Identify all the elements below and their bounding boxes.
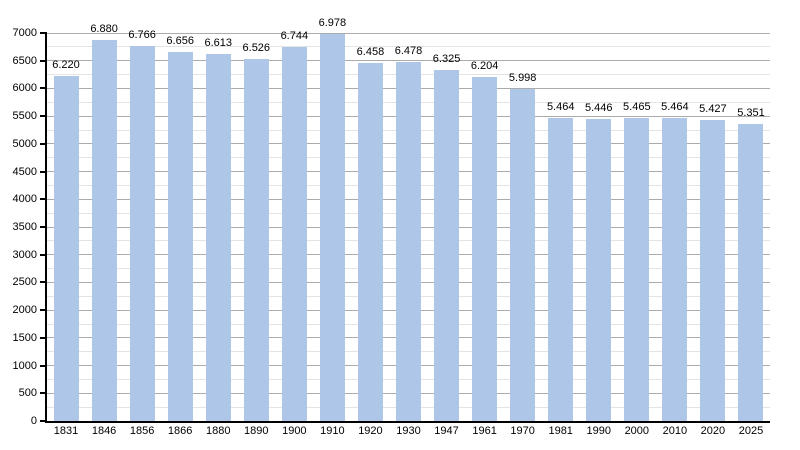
y-axis-tick-label: 1000 bbox=[12, 359, 37, 372]
bar bbox=[243, 59, 269, 421]
y-axis-tick bbox=[40, 32, 46, 34]
y-axis-tick bbox=[40, 226, 46, 228]
bar-value-label: 5.464 bbox=[546, 101, 575, 114]
bar bbox=[167, 52, 193, 421]
y-axis-tick bbox=[40, 115, 46, 118]
y-axis-tick-label: 7000 bbox=[12, 27, 37, 39]
bar bbox=[319, 34, 345, 421]
y-axis-tick bbox=[40, 253, 46, 256]
y-axis-tick-label: 5000 bbox=[12, 137, 37, 150]
x-axis-label: 2010 bbox=[662, 425, 688, 437]
x-axis-label: 1920 bbox=[358, 425, 383, 437]
y-axis-tick bbox=[40, 392, 46, 395]
x-axis-label: 1846 bbox=[91, 425, 117, 437]
bar-value-label: 6.478 bbox=[394, 44, 423, 57]
bar-value-label: 6.325 bbox=[432, 53, 461, 66]
bar bbox=[510, 88, 536, 421]
y-axis-tick bbox=[40, 198, 46, 201]
y-axis-tick-label: 3500 bbox=[12, 221, 37, 233]
x-axis-label: 1900 bbox=[282, 425, 307, 437]
bar bbox=[548, 118, 574, 421]
y-axis-tick-label: 0 bbox=[30, 415, 37, 427]
y-axis-tick-label: 6500 bbox=[12, 54, 37, 67]
x-axis-label: 1970 bbox=[510, 425, 535, 437]
x-axis-label: 1831 bbox=[53, 425, 79, 437]
bar bbox=[624, 118, 650, 421]
y-axis-tick bbox=[40, 142, 46, 145]
y-axis-tick bbox=[40, 87, 46, 90]
y-axis-tick bbox=[40, 281, 46, 284]
bar bbox=[738, 124, 764, 421]
bar bbox=[700, 120, 726, 421]
y-axis-tick bbox=[40, 336, 46, 339]
bar-value-label: 5.351 bbox=[737, 107, 765, 120]
x-axis-label: 1890 bbox=[244, 425, 269, 437]
x-axis-label: 2025 bbox=[738, 425, 764, 437]
bar bbox=[357, 63, 383, 421]
x-axis-label: 1961 bbox=[472, 425, 497, 437]
bar bbox=[281, 47, 307, 421]
x-axis-label: 1880 bbox=[205, 425, 231, 437]
bar-value-label: 5.998 bbox=[508, 71, 537, 84]
bar bbox=[53, 76, 79, 421]
bar bbox=[434, 70, 460, 421]
bar bbox=[662, 118, 688, 421]
y-axis-tick bbox=[40, 420, 46, 422]
bar-value-label: 6.766 bbox=[128, 28, 156, 41]
bar-value-label: 5.465 bbox=[623, 101, 651, 114]
y-axis-tick bbox=[40, 309, 46, 312]
y-axis-tick-label: 500 bbox=[18, 387, 37, 400]
x-axis-label: 2020 bbox=[700, 425, 726, 437]
x-axis-label: 1856 bbox=[129, 425, 155, 437]
y-axis-line bbox=[45, 32, 47, 423]
y-axis-tick-label: 4500 bbox=[12, 165, 37, 178]
bar bbox=[205, 54, 231, 421]
bar bbox=[129, 45, 155, 421]
bar-value-label: 6.978 bbox=[318, 17, 347, 30]
bar-value-label: 5.464 bbox=[661, 101, 689, 114]
y-axis-tick-label: 5500 bbox=[12, 110, 37, 123]
y-axis-tick-label: 1500 bbox=[12, 331, 37, 344]
bar bbox=[586, 119, 612, 421]
x-axis-label: 1947 bbox=[434, 425, 459, 437]
bar-value-label: 6.656 bbox=[166, 35, 194, 48]
x-axis-label: 1910 bbox=[320, 425, 345, 437]
y-axis-tick bbox=[40, 170, 46, 173]
x-axis-label: 2000 bbox=[624, 425, 650, 437]
bar bbox=[396, 61, 421, 421]
y-axis-tick-label: 3000 bbox=[12, 248, 37, 261]
y-axis-tick-label: 6000 bbox=[12, 82, 37, 95]
x-axis-line bbox=[45, 421, 770, 423]
y-axis-tick-label: 2500 bbox=[12, 276, 37, 289]
x-axis-label: 1990 bbox=[586, 425, 611, 437]
y-axis-tick bbox=[40, 364, 46, 367]
bar bbox=[472, 77, 498, 421]
bar-value-label: 6.220 bbox=[52, 59, 80, 72]
bar-value-label: 5.446 bbox=[584, 102, 613, 115]
x-axis-label: 1930 bbox=[396, 425, 421, 437]
bar-value-label: 6.744 bbox=[280, 30, 309, 43]
y-axis-tick bbox=[40, 59, 46, 62]
bar-value-label: 5.427 bbox=[699, 103, 727, 116]
bar bbox=[91, 39, 117, 421]
x-axis-label: 1866 bbox=[167, 425, 193, 437]
bar-value-label: 6.526 bbox=[242, 42, 271, 55]
bar-value-label: 6.880 bbox=[90, 22, 118, 35]
bar-value-label: 6.458 bbox=[356, 46, 385, 59]
bar-value-label: 6.204 bbox=[470, 60, 499, 73]
y-axis-tick-label: 2000 bbox=[12, 304, 37, 317]
x-axis-label: 1981 bbox=[548, 425, 573, 437]
bar-value-label: 6.613 bbox=[204, 37, 232, 50]
y-axis-tick-label: 4000 bbox=[12, 193, 37, 206]
